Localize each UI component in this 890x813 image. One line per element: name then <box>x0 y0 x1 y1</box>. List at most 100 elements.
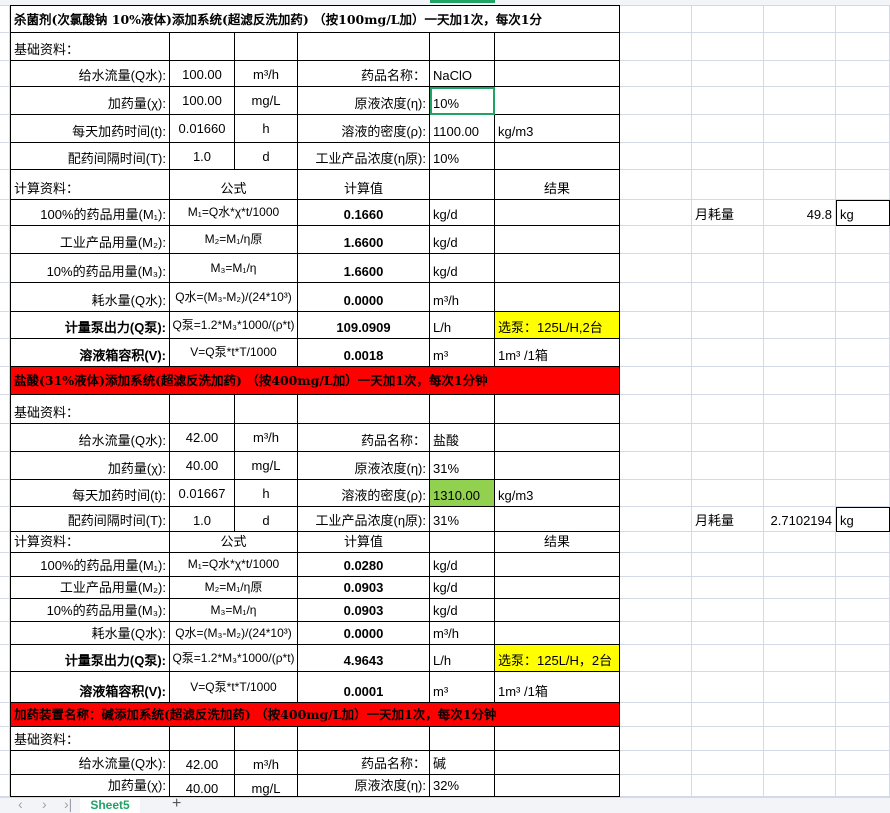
cell[interactable] <box>692 727 764 751</box>
formula[interactable]: M₂=M₁/η原 <box>170 577 298 599</box>
cell[interactable] <box>692 645 764 672</box>
cell[interactable] <box>764 577 836 599</box>
cell[interactable] <box>764 599 836 622</box>
cell[interactable] <box>170 33 235 61</box>
cell[interactable] <box>235 395 298 424</box>
formula[interactable]: M₂=M₁/η原 <box>170 226 298 254</box>
cell[interactable] <box>764 143 836 170</box>
formula[interactable]: M₃=M₁/η <box>170 254 298 283</box>
cell[interactable] <box>495 33 620 61</box>
cell[interactable] <box>620 339 692 367</box>
cell[interactable] <box>692 452 764 480</box>
formula[interactable]: M₁=Q水*χ*t/1000 <box>170 553 298 577</box>
calc-result[interactable] <box>495 226 620 254</box>
calc-value[interactable]: 0.0018 <box>298 339 430 367</box>
calc-result[interactable]: 1m³ /1箱 <box>495 339 620 367</box>
calc-value[interactable]: 0.0280 <box>298 553 430 577</box>
calc-result[interactable]: 选泵：125L/H，2台 <box>495 645 620 672</box>
cell[interactable] <box>836 577 890 599</box>
calc-result[interactable] <box>495 200 620 226</box>
calc-value[interactable]: 0.0903 <box>298 577 430 599</box>
cell[interactable] <box>836 452 890 480</box>
cell[interactable] <box>836 283 890 312</box>
cell[interactable] <box>495 727 620 751</box>
cell[interactable] <box>620 727 692 751</box>
param-value[interactable]: 1.0 <box>170 507 235 532</box>
cell[interactable] <box>620 703 692 727</box>
cell[interactable] <box>170 727 235 751</box>
cell[interactable] <box>764 5 836 33</box>
calc-result[interactable]: 1m³ /1箱 <box>495 672 620 703</box>
cell[interactable] <box>836 312 890 339</box>
cell[interactable] <box>692 599 764 622</box>
cell[interactable] <box>836 87 890 115</box>
param-value[interactable]: 32% <box>430 775 495 797</box>
cell[interactable] <box>836 532 890 553</box>
calc-value[interactable]: 109.0909 <box>298 312 430 339</box>
cell[interactable] <box>836 367 890 395</box>
cell[interactable] <box>692 672 764 703</box>
cell[interactable] <box>692 61 764 87</box>
cell[interactable] <box>836 395 890 424</box>
monthly-usage-value[interactable]: 2.7102194 <box>764 507 836 532</box>
cell[interactable] <box>620 424 692 452</box>
cell[interactable] <box>692 254 764 283</box>
formula[interactable]: Q水=(M₃-M₂)/(24*10³) <box>170 283 298 312</box>
cell[interactable] <box>620 200 692 226</box>
cell[interactable] <box>692 775 764 797</box>
cell[interactable] <box>836 5 890 33</box>
cell[interactable] <box>836 33 890 61</box>
param-value[interactable]: 0.01660 <box>170 115 235 143</box>
cell[interactable] <box>692 480 764 507</box>
monthly-usage-value[interactable]: 49.8 <box>764 200 836 226</box>
param-value[interactable]: 31% <box>430 507 495 532</box>
calc-value[interactable]: 0.0000 <box>298 622 430 645</box>
cell[interactable] <box>692 5 764 33</box>
cell[interactable] <box>836 480 890 507</box>
cell[interactable] <box>764 775 836 797</box>
cell[interactable] <box>692 312 764 339</box>
last-sheet-icon[interactable]: ›| <box>64 796 73 812</box>
cell[interactable] <box>620 61 692 87</box>
param-value[interactable]: 100.00 <box>170 61 235 87</box>
param-value[interactable]: 42.00 <box>170 751 235 775</box>
cell[interactable] <box>620 553 692 577</box>
cell[interactable] <box>692 532 764 553</box>
calc-result[interactable]: 选泵：125L/H,2台 <box>495 312 620 339</box>
param-value[interactable]: 碱 <box>430 751 495 775</box>
cell[interactable] <box>620 115 692 143</box>
cell[interactable] <box>430 395 495 424</box>
cell[interactable] <box>836 622 890 645</box>
cell[interactable] <box>764 115 836 143</box>
param-value[interactable]: 盐酸 <box>430 424 495 452</box>
cell[interactable] <box>692 395 764 424</box>
cell[interactable] <box>620 672 692 703</box>
cell[interactable] <box>620 599 692 622</box>
cell[interactable] <box>764 170 836 200</box>
param-value[interactable]: 42.00 <box>170 424 235 452</box>
cell[interactable] <box>620 367 692 395</box>
param-value[interactable]: NaClO <box>430 61 495 87</box>
cell[interactable] <box>764 452 836 480</box>
cell[interactable] <box>836 599 890 622</box>
next-sheet-icon[interactable]: › <box>42 796 47 812</box>
cell[interactable] <box>620 283 692 312</box>
cell[interactable] <box>620 33 692 61</box>
cell[interactable] <box>620 5 692 33</box>
calc-value[interactable]: 4.9643 <box>298 645 430 672</box>
param-value[interactable]: 31% <box>430 452 495 480</box>
cell[interactable] <box>764 312 836 339</box>
calc-value[interactable]: 0.0001 <box>298 672 430 703</box>
cell[interactable] <box>692 577 764 599</box>
cell[interactable] <box>836 751 890 775</box>
cell[interactable] <box>620 170 692 200</box>
cell[interactable] <box>836 115 890 143</box>
param-value[interactable]: 10% <box>430 87 495 115</box>
cell[interactable] <box>764 339 836 367</box>
calc-result[interactable] <box>495 599 620 622</box>
calc-result[interactable] <box>495 577 620 599</box>
cell[interactable] <box>620 395 692 424</box>
sheet-tab-sheet5[interactable]: Sheet5 <box>80 798 140 813</box>
cell[interactable] <box>235 33 298 61</box>
calc-result[interactable] <box>495 283 620 312</box>
